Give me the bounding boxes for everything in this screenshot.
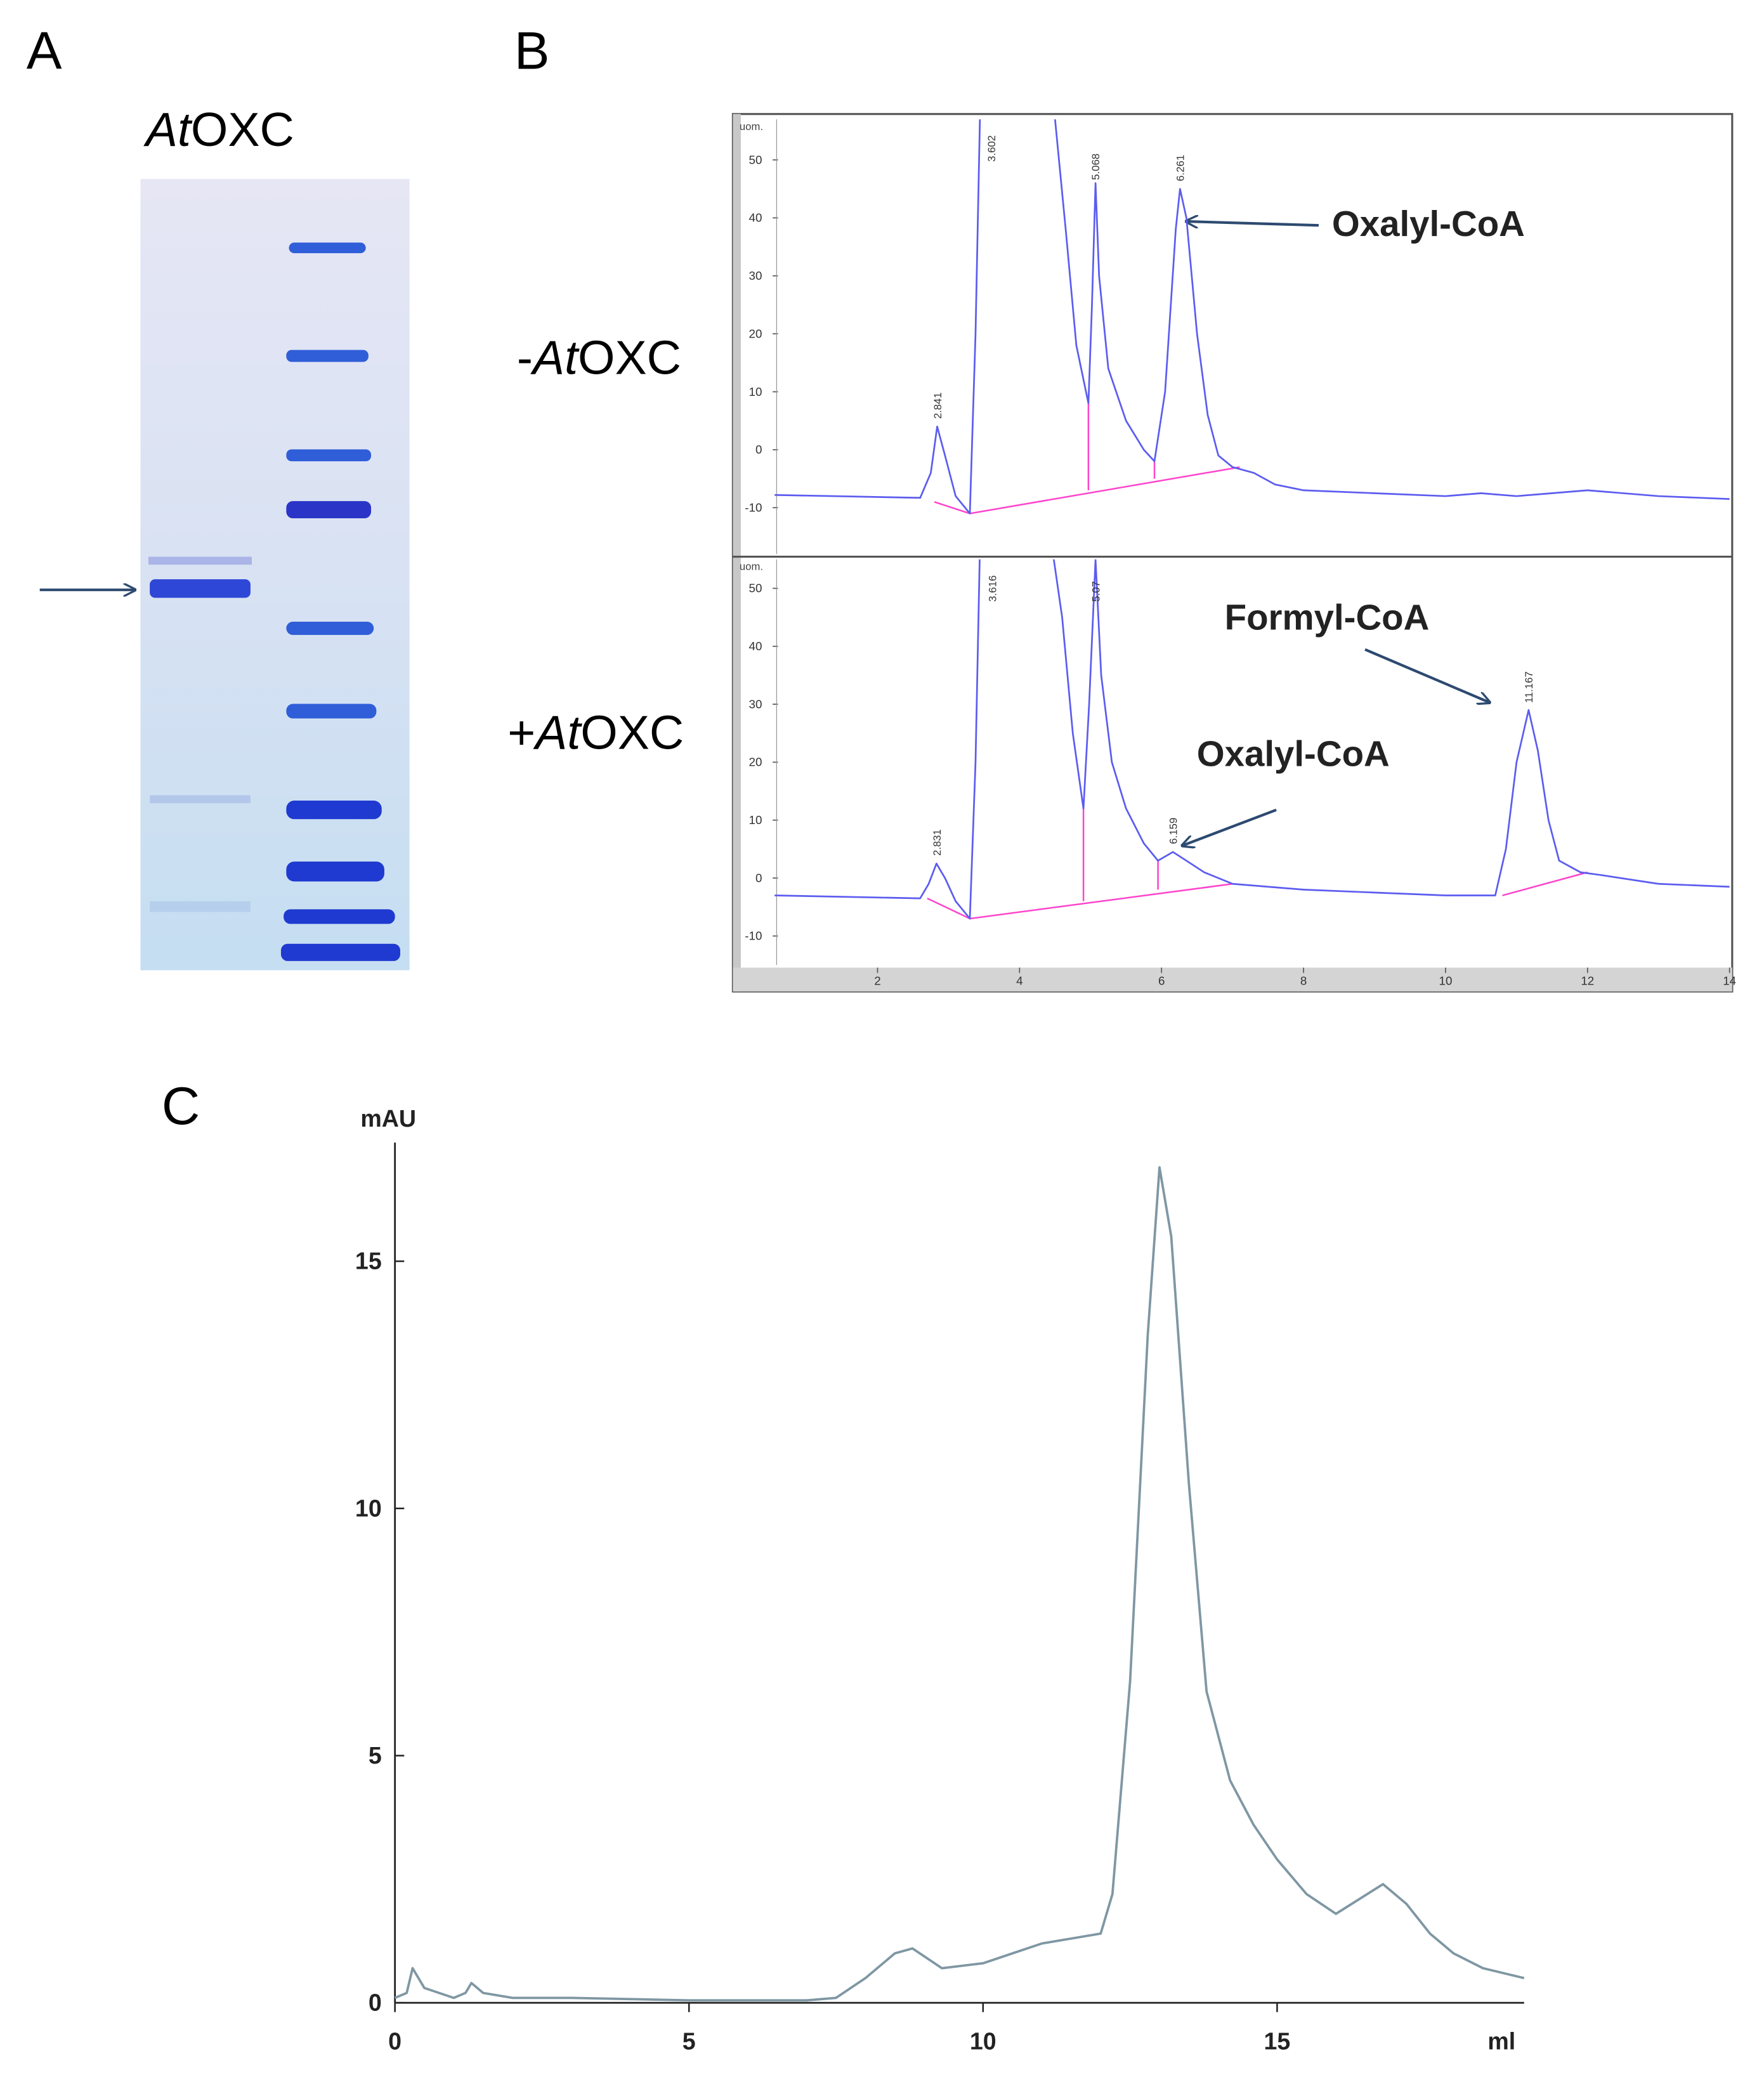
frame-edge [733,967,1732,992]
x-tick-label: 10 [1439,974,1452,987]
y-tick-label: 10 [748,385,762,398]
y-tick-label: -10 [745,501,762,514]
x-tick-label: 10 [970,2027,996,2054]
y-tick-label: 0 [755,871,762,884]
panel-label: B [514,21,550,81]
label-part: At [533,706,582,759]
y-tick-label: 30 [748,697,762,711]
y-tick-label: 40 [748,639,762,653]
x-tick-label: 8 [1300,974,1307,987]
y-tick-label: 10 [355,1495,382,1521]
integration-baseline [1502,871,1588,896]
x-tick-label: 0 [388,2027,402,2054]
x-tick-label: 2 [874,974,880,987]
arrow [1364,648,1489,703]
peak-label: 2.831 [931,829,943,856]
x-tick-label: 15 [1264,2027,1290,2054]
label-part: At [530,331,580,384]
y-tick-label: 5 [369,1742,382,1769]
y-tick-label: 0 [755,443,762,456]
label-part: OXC [580,706,684,759]
y-tick-label: 50 [748,582,762,595]
y-tick-label: 10 [748,813,762,827]
y-tick-label: 0 [369,1989,382,2016]
peak-label: 3.602 [986,135,998,162]
trace [394,1166,1525,2002]
ladder [280,242,401,961]
y-tick-label: 15 [355,1248,382,1274]
label-part: - [517,331,533,384]
gel-band [150,795,251,804]
peak-label: 5.068 [1090,154,1102,180]
gel-band [150,579,251,598]
x-tick-label: 6 [1158,974,1165,987]
peak-label: 5.07 [1090,581,1102,602]
y-tick-label: 40 [748,211,762,225]
panel-label: A [27,21,62,81]
peak-label: 3.616 [987,575,999,602]
label-part: + [507,706,535,759]
condition-label: -AtOXC [517,331,681,384]
label-part: OXC [578,331,681,384]
peak-label: 2.841 [932,392,944,419]
y-tick-label: 30 [748,269,762,282]
label-part: At [143,103,193,156]
x-tick-label: 12 [1581,974,1594,987]
peak-label: 6.159 [1167,818,1179,844]
gel-band [148,556,252,565]
frame-edge [733,114,741,992]
panel-label: C [162,1076,200,1136]
x-tick-label: 5 [683,2027,696,2054]
peak-label: 11.167 [1523,671,1535,703]
condition-label: +AtOXC [507,706,684,759]
x-tick-label: 14 [1723,974,1736,987]
annotation: Oxalyl-CoA [1332,204,1525,244]
gel-background [140,179,410,971]
arrow [1182,808,1277,846]
y-tick-label: 50 [748,153,762,166]
y-tick-label: 20 [748,756,762,769]
annotation: Formyl-CoA [1225,598,1430,638]
y-axis-label: uom. [740,560,763,572]
chromatogram-frame [731,113,1734,993]
peak-label: 6.261 [1175,155,1187,181]
y-axis-label: uom. [740,121,763,133]
gel-band [150,901,251,912]
arrow [1186,221,1319,225]
y-tick-label: 20 [748,327,762,340]
label-part: OXC [191,103,294,156]
x-tick-label: 4 [1016,974,1022,987]
y-axis-label: mAU [360,1105,416,1132]
x-axis-label: ml [1487,2027,1515,2054]
gel-label: AtOXC [143,103,294,156]
trace [774,559,1730,920]
trace [774,119,1730,514]
y-tick-label: -10 [745,929,762,943]
annotation: Oxalyl-CoA [1197,734,1390,774]
gel [39,179,410,971]
